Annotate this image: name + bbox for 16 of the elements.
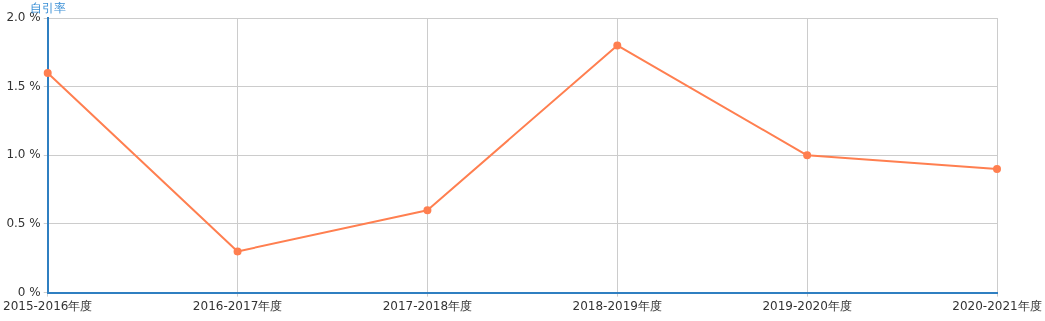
point bbox=[233, 247, 242, 256]
x-tick-label: 2020-2021年度 bbox=[952, 298, 1042, 313]
x-tick-label: 2017-2018年度 bbox=[382, 298, 473, 313]
point bbox=[803, 151, 812, 160]
y-tick-label: 0 % bbox=[17, 284, 41, 299]
x-tick-label: 2019-2020年度 bbox=[762, 298, 852, 313]
point bbox=[613, 41, 622, 50]
point bbox=[423, 206, 432, 215]
x-tick-label: 2015-2016年度 bbox=[2, 298, 93, 313]
y-tick-label: 0.5 % bbox=[6, 216, 41, 231]
x-tick-label: 2016-2017年度 bbox=[192, 298, 283, 313]
y-tick-label: 1.5 % bbox=[6, 78, 41, 93]
point bbox=[43, 68, 52, 77]
y-tick-label: 1.0 % bbox=[6, 147, 41, 162]
x-tick-label: 2018-2019年度 bbox=[572, 298, 662, 313]
point bbox=[993, 165, 1001, 174]
